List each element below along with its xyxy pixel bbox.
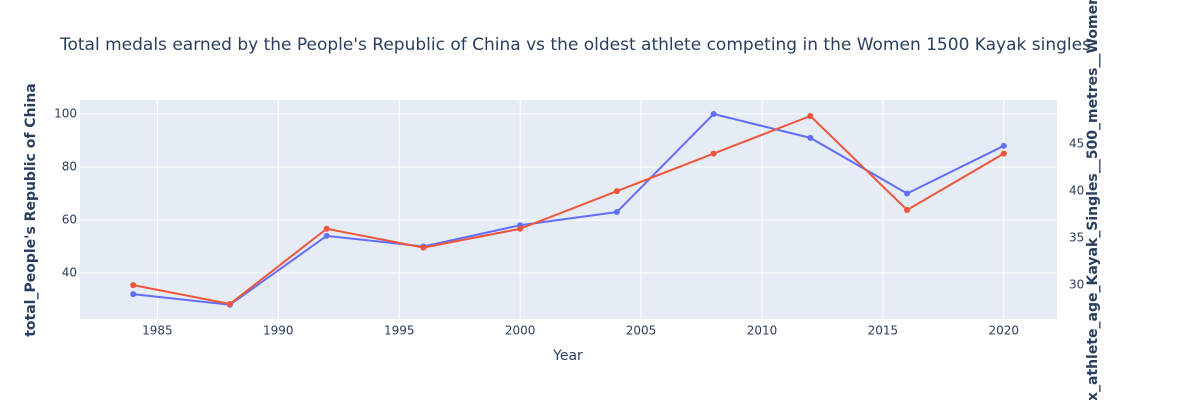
y-tick-label: 100 xyxy=(54,107,77,121)
x-axis-title: Year xyxy=(552,348,583,364)
data-point xyxy=(807,134,814,141)
x-tick-label: 2015 xyxy=(868,324,899,338)
data-point xyxy=(1000,150,1007,157)
y-tick-label: 40 xyxy=(62,265,77,279)
y2-tick-label: 40 xyxy=(1069,184,1084,198)
data-point xyxy=(710,150,717,157)
data-point xyxy=(323,225,330,232)
data-point xyxy=(904,206,911,213)
data-point xyxy=(226,300,233,307)
x-tick-label: 2010 xyxy=(747,324,778,338)
data-point xyxy=(807,112,814,119)
x-tick-label: 1985 xyxy=(142,324,173,338)
y2-tick-label: 45 xyxy=(1069,137,1084,151)
data-point xyxy=(710,111,717,118)
series-line xyxy=(133,114,1005,306)
x-tick-label: 1990 xyxy=(263,324,294,338)
data-point xyxy=(613,188,620,195)
chart-title: Total medals earned by the People's Repu… xyxy=(59,35,1091,55)
data-point xyxy=(517,225,524,232)
series-line xyxy=(133,112,1005,306)
y2-tick-label: 30 xyxy=(1069,278,1084,292)
data-point xyxy=(130,282,137,289)
y-axis-title: total_People's Republic of China xyxy=(23,83,39,337)
x-tick-label: 2020 xyxy=(989,324,1020,338)
data-point xyxy=(904,190,911,197)
data-point xyxy=(130,291,137,298)
x-tick-label: 2005 xyxy=(626,324,657,338)
y2-tick-label: 35 xyxy=(1069,231,1084,245)
y-tick-label: 80 xyxy=(62,159,77,173)
x-tick-label: 1995 xyxy=(384,324,415,338)
x-tick-label: 2000 xyxy=(505,324,536,338)
data-point xyxy=(613,209,620,216)
data-point xyxy=(323,232,330,239)
y-tick-label: 60 xyxy=(62,212,77,226)
data-point xyxy=(1000,142,1007,149)
y2-axis-title: max_athlete_age_Kayak_Singles__500_metre… xyxy=(1085,0,1101,400)
data-point xyxy=(420,244,427,251)
